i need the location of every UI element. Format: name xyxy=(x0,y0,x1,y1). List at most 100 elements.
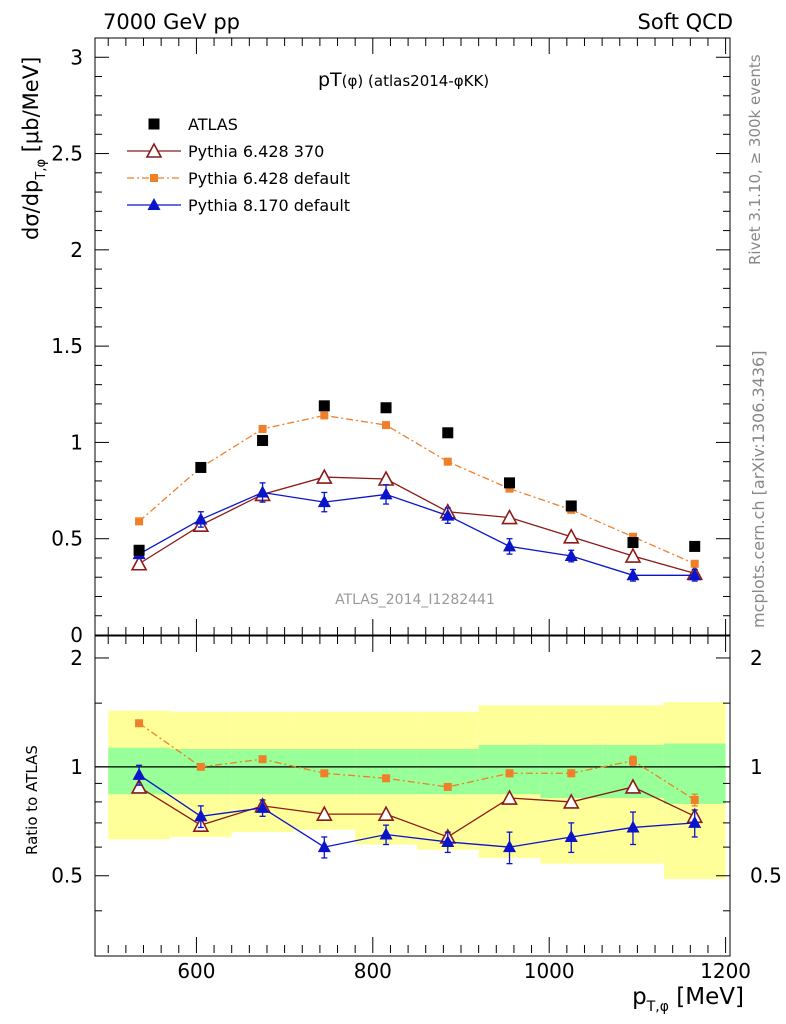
ratio-py6_370-point xyxy=(562,793,580,809)
main-y-tick-label: 1.5 xyxy=(51,334,83,358)
x-tick-label: 1000 xyxy=(524,959,575,983)
main-atlas-point xyxy=(195,461,207,473)
ratio-py6_default-point xyxy=(443,782,452,791)
ratio-py6_default-point xyxy=(628,756,637,765)
main-atlas-point xyxy=(133,544,145,556)
main-panel: 0 0.5 1 1.5 2 2.5 3 pT(φ) (atlas2014-φKK) dσ/d… xyxy=(19,37,731,647)
ratio-plot-area xyxy=(95,702,730,879)
ratio-py6_default-point xyxy=(382,774,391,783)
main-y-tick-label: 2.5 xyxy=(51,142,83,166)
legend-marker-py8_default xyxy=(147,198,161,210)
legend-label-py8_default: Pythia 8.170 default xyxy=(188,196,350,215)
plot-title: pT(φ) (atlas2014-φKK) xyxy=(318,69,489,91)
ratio-plot-frame xyxy=(94,635,731,957)
main-py6_370-point xyxy=(562,528,580,544)
ratio-py6_370-point xyxy=(501,789,518,805)
x-tick-label: 800 xyxy=(354,959,392,983)
ratio-band-green xyxy=(169,749,232,795)
ratio-py6_default-point xyxy=(567,769,576,778)
ratio-y-axis-label: Ratio to ATLAS xyxy=(23,745,41,855)
ratio-py6_370-point xyxy=(377,805,395,821)
plot-title-main: pT xyxy=(318,69,342,91)
ratio-py6_370-point xyxy=(624,778,642,794)
y-axis-label-sub: T,φ xyxy=(34,159,49,181)
ratio-y-tick-label-right: 1 xyxy=(750,755,763,779)
ratio-py6_default-point xyxy=(690,795,699,804)
main-series-py8_default xyxy=(132,482,702,582)
ratio-series-py8_default xyxy=(132,764,702,865)
main-atlas-point xyxy=(318,400,330,412)
main-py6_370-point xyxy=(624,547,642,563)
ratio-py8_default-line xyxy=(138,774,695,848)
x-axis-label: pT,φ [MeV] xyxy=(632,984,744,1015)
main-atlas-point xyxy=(442,427,454,439)
main-py8_default-point xyxy=(503,539,517,552)
main-y-tick-label: 2 xyxy=(70,238,83,262)
x-axis-label-unit: [MeV] xyxy=(669,984,744,1010)
ratio-py8_default-point xyxy=(441,834,455,847)
main-py6_default-point xyxy=(690,559,699,568)
ratio-py6_370-point xyxy=(315,805,333,821)
ratio-py8_default-point xyxy=(688,815,702,828)
ratio-y-tick-label: 0.5 xyxy=(51,864,83,888)
main-py6_370-line xyxy=(138,476,695,575)
main-py8_default-point xyxy=(626,568,640,581)
header-energy-label: 7000 GeV pp xyxy=(103,10,240,34)
analysis-watermark: ATLAS_2014_I1282441 xyxy=(335,592,495,608)
ratio-py6_370-line xyxy=(138,786,696,838)
main-py6_default-line xyxy=(138,414,695,565)
legend-label-py6_370: Pythia 6.428 370 xyxy=(188,142,324,161)
ratio-y-tick-label: 2 xyxy=(70,646,83,670)
main-py6_default-point xyxy=(443,457,452,466)
x-axis-label-sub: T,φ xyxy=(646,999,669,1015)
ratio-band-green xyxy=(355,749,417,795)
legend-item-atlas: ATLAS xyxy=(148,115,238,134)
main-axes: 0 0.5 1 1.5 2 2.5 3 xyxy=(51,38,730,647)
main-atlas-point xyxy=(504,477,516,489)
ratio-py6_default-point xyxy=(196,762,205,771)
ratio-py6_default-point xyxy=(135,719,144,728)
x-tick-label: 1200 xyxy=(700,959,751,983)
ratio-py8_default-point xyxy=(194,809,208,822)
legend-item-py6_370: Pythia 6.428 370 xyxy=(127,142,324,161)
ratio-py8_default-point xyxy=(317,840,331,853)
main-atlas-point xyxy=(380,402,392,414)
y-axis-label-main: dσ/dp xyxy=(19,180,43,240)
main-plot-area xyxy=(130,400,704,582)
x-axis-label-main: p xyxy=(632,984,647,1010)
rivet-version-label: Rivet 3.1.10, ≥ 300k events xyxy=(746,54,764,265)
y-axis-label-unit: [μb/MeV] xyxy=(19,57,43,159)
legend-label-atlas: ATLAS xyxy=(188,115,238,134)
main-atlas-point xyxy=(565,500,577,512)
y-axis-label: dσ/dpT,φ [μb/MeV] xyxy=(19,57,49,240)
ratio-py8_default-point xyxy=(256,800,270,813)
ratio-py8_default-point xyxy=(132,767,146,780)
main-py6_default-point xyxy=(258,424,267,433)
main-py6_370-point xyxy=(315,468,333,484)
ratio-series-py6_default xyxy=(135,719,699,807)
main-py6_default-point xyxy=(135,517,144,526)
legend-item-py8_default: Pythia 8.170 default xyxy=(127,196,350,215)
ratio-py8_default-point xyxy=(626,820,640,833)
ratio-axes: 0.5 0.5 1 1 2 2 600 800 1000 1200 xyxy=(51,636,782,983)
ratio-py6_default-point xyxy=(258,755,267,764)
main-series-py6_370 xyxy=(130,468,704,581)
ratio-py6_default-point xyxy=(320,769,329,778)
main-py8_default-point xyxy=(194,512,208,525)
main-series-atlas xyxy=(133,400,701,556)
main-py8_default-point xyxy=(564,549,578,562)
ratio-py6_default-point xyxy=(505,769,514,778)
main-py6_370-point xyxy=(501,508,518,525)
x-tick-label: 600 xyxy=(177,959,215,983)
plot-title-paren: (φ) xyxy=(342,72,364,90)
main-py8_default-point xyxy=(379,487,393,500)
legend-item-py6_default: Pythia 6.428 default xyxy=(127,169,350,188)
plot-title-rest: (atlas2014-φKK) xyxy=(363,72,489,90)
legend-marker-py6_default xyxy=(150,174,158,182)
header-category-label: Soft QCD xyxy=(638,10,733,34)
main-atlas-point xyxy=(627,537,639,549)
ratio-y-tick-label: 1 xyxy=(70,755,83,779)
ratio-py8_default-point xyxy=(564,829,578,842)
mcplots-reference-label: mcplots.cern.ch [arXiv:1306.3436] xyxy=(749,351,768,628)
